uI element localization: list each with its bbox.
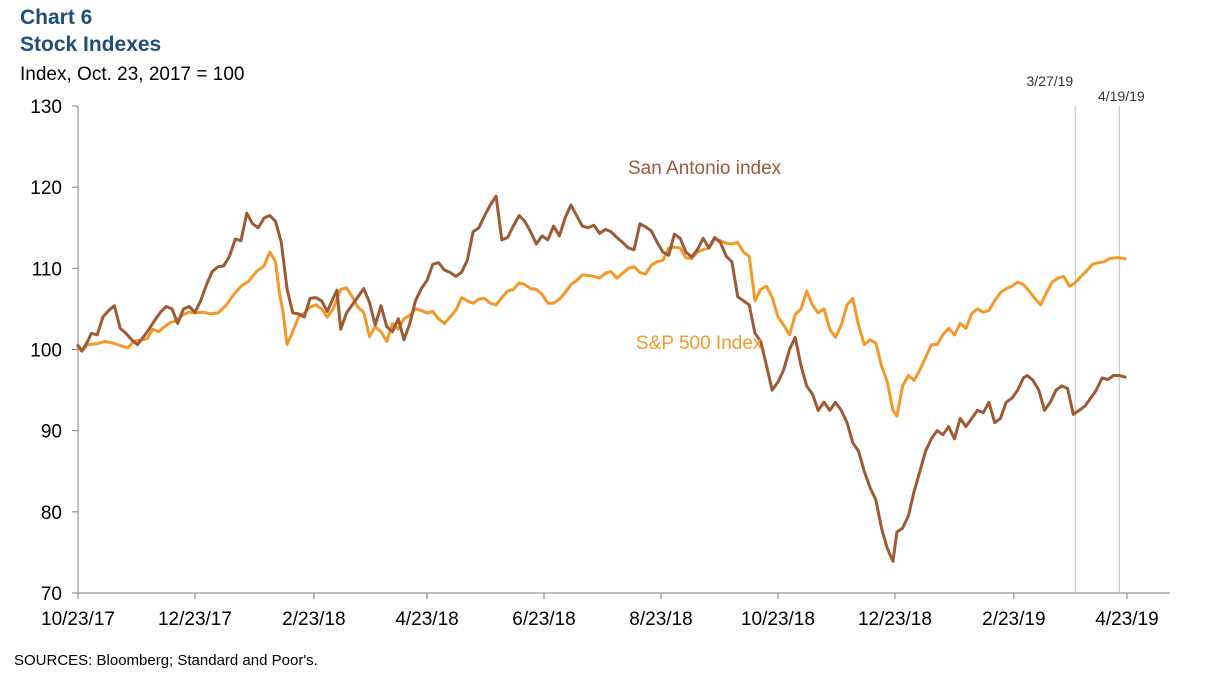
y-tick-label: 100 [30,341,62,362]
x-tick-label: 2/23/19 [982,609,1045,630]
sp500-series-label: S&P 500 Index [636,333,763,354]
sp500-series-line [76,237,1127,418]
x-tick-label: 10/23/17 [41,609,115,630]
x-tick-label: 2/23/18 [282,609,345,630]
x-tick-label: 12/23/18 [858,609,932,630]
x-tick-label: 6/23/18 [512,609,575,630]
y-tick-label: 80 [41,503,62,524]
y-tick-label: 70 [41,584,62,605]
san-antonio-series-line [76,194,1127,563]
x-tick-label: 4/23/19 [1095,609,1158,630]
x-tick-label: 10/23/18 [741,609,815,630]
chart-title: Stock Indexes [20,33,162,56]
chart-title-block: Chart 6 Stock Indexes [20,4,161,58]
x-tick-label: 12/23/17 [158,609,232,630]
y-tick-label: 130 [30,97,62,118]
y-tick-label: 90 [41,422,62,443]
x-tick-label: 8/23/18 [629,609,692,630]
date-marker-label: 3/27/19 [1027,73,1074,89]
date-marker-label: 4/19/19 [1098,88,1145,104]
source-note: SOURCES: Bloomberg; Standard and Poor's. [14,652,318,669]
chart-subtitle: Index, Oct. 23, 2017 = 100 [20,64,245,85]
y-tick-label: 120 [30,178,62,199]
y-tick-label: 110 [32,259,62,280]
x-tick-label: 4/23/18 [395,609,458,630]
san-antonio-series-label: San Antonio index [628,158,782,179]
chart-number: Chart 6 [20,6,93,29]
